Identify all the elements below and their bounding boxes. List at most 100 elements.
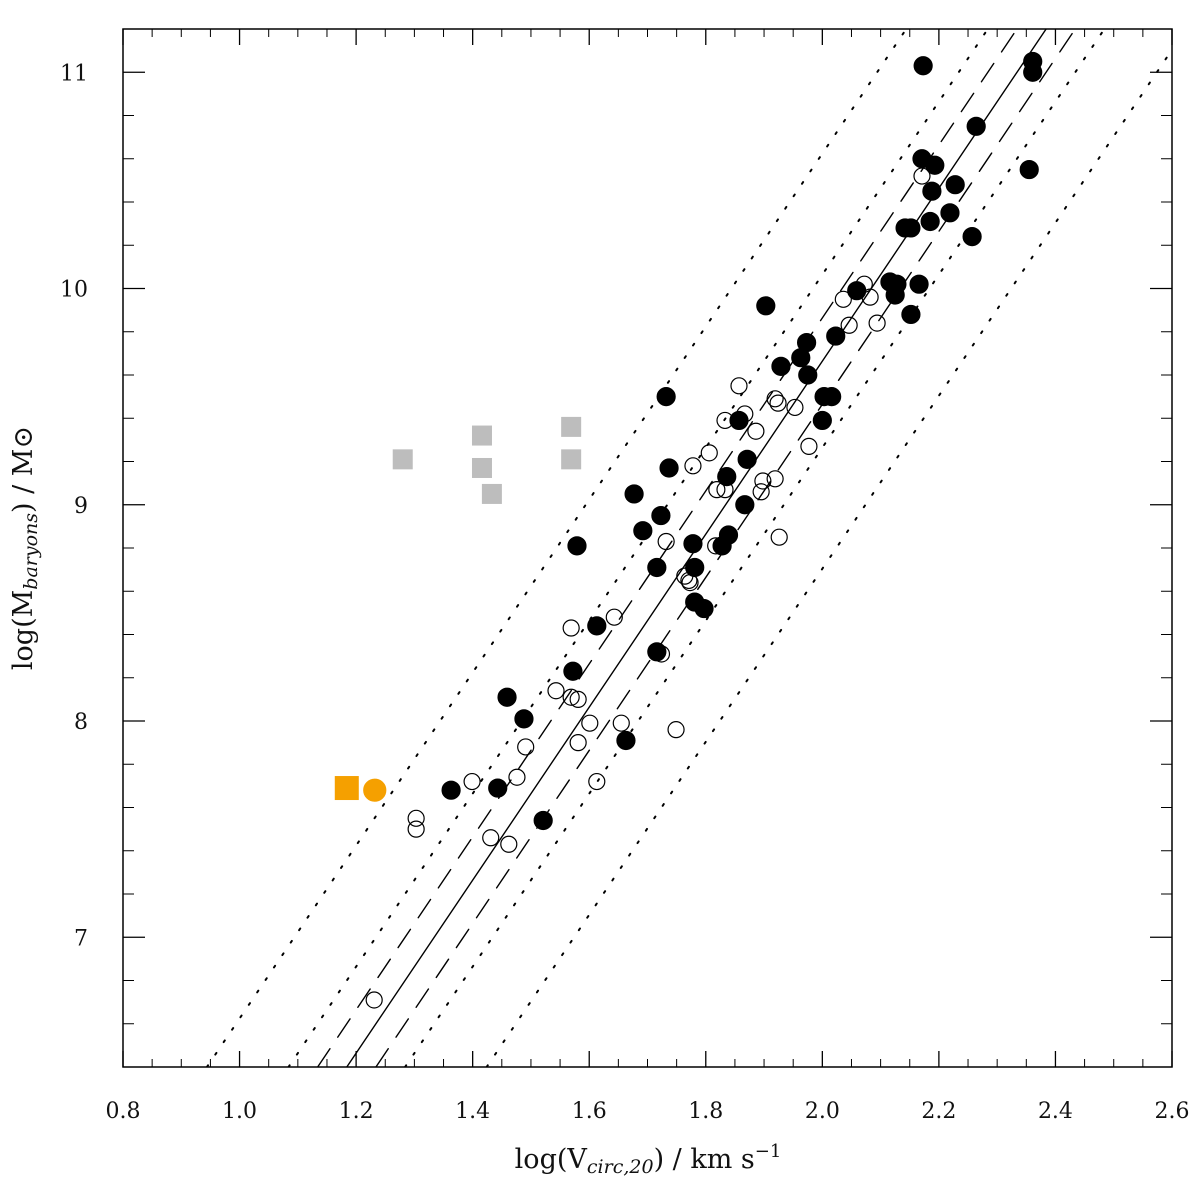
square-point xyxy=(471,457,492,478)
open-point xyxy=(569,690,587,708)
filled-point xyxy=(647,557,667,578)
x-tick-label: 2.0 xyxy=(805,1099,840,1124)
x-tick-label: 1.4 xyxy=(455,1099,490,1124)
filled-point xyxy=(659,458,679,478)
data-points xyxy=(334,51,1043,1009)
x-label-superscript: −1 xyxy=(755,1141,782,1162)
filled-point xyxy=(363,778,387,802)
filled-point xyxy=(694,598,714,619)
filled-point xyxy=(885,285,905,305)
x-label-part: log(V xyxy=(515,1144,588,1175)
filled-point xyxy=(567,536,587,556)
y-tick-label: 8 xyxy=(74,710,88,735)
x-tick-label: 2.2 xyxy=(921,1099,956,1124)
filled-point xyxy=(901,304,921,325)
filled-point xyxy=(847,281,867,301)
relation-line xyxy=(485,47,1172,1067)
filled-point xyxy=(812,410,832,431)
filled-point xyxy=(920,211,940,232)
filled-point xyxy=(771,356,791,376)
open-point xyxy=(657,532,675,551)
y-label-subscript: baryons xyxy=(20,513,42,590)
filled-point xyxy=(962,227,982,247)
x-tick-label: 2.4 xyxy=(1038,1099,1073,1124)
open-point xyxy=(770,528,788,546)
open-point xyxy=(730,377,748,395)
y-tick-label: 7 xyxy=(74,926,88,951)
filled-point xyxy=(913,56,933,76)
x-tick-label: 1.2 xyxy=(339,1099,374,1124)
plot-frame xyxy=(122,28,1173,1068)
x-tick-label: 1.8 xyxy=(688,1099,723,1124)
filled-point xyxy=(798,365,818,385)
open-point xyxy=(769,394,787,412)
open-point xyxy=(800,437,818,455)
filled-point xyxy=(940,203,960,223)
filled-point xyxy=(945,175,965,195)
filled-point xyxy=(712,536,732,556)
open-point xyxy=(868,314,886,332)
open-point xyxy=(562,688,580,706)
x-label-part: ) / km s xyxy=(654,1144,755,1175)
open-point xyxy=(700,444,718,462)
filled-point xyxy=(624,484,644,504)
filled-point xyxy=(717,467,737,487)
open-point xyxy=(766,390,784,408)
filled-point xyxy=(822,387,842,407)
open-point xyxy=(684,457,702,475)
square-point xyxy=(334,776,359,801)
filled-point xyxy=(441,780,461,800)
filled-point xyxy=(685,557,705,578)
filled-point xyxy=(683,534,703,554)
open-point xyxy=(752,483,770,501)
filled-point xyxy=(729,410,749,431)
open-point xyxy=(517,738,535,756)
square-point xyxy=(392,449,413,470)
x-tick-label: 1.0 xyxy=(222,1099,257,1124)
square-point xyxy=(471,425,492,446)
y-tick-label: 10 xyxy=(60,278,88,303)
filled-point xyxy=(756,296,776,316)
filled-point xyxy=(514,709,534,729)
x-tick-label: 0.8 xyxy=(106,1099,141,1124)
relation-line xyxy=(404,29,1106,1067)
filled-point xyxy=(651,505,671,526)
filled-point xyxy=(909,274,929,294)
x-tick-label: 2.6 xyxy=(1155,1099,1190,1124)
open-point xyxy=(508,768,526,786)
square-point xyxy=(561,416,582,437)
filled-point xyxy=(656,387,676,407)
filled-point xyxy=(966,116,986,136)
open-point xyxy=(612,714,630,732)
square-point xyxy=(561,449,582,470)
x-tick-label: 1.6 xyxy=(572,1099,607,1124)
filled-point xyxy=(616,730,636,751)
filled-point xyxy=(791,348,811,368)
filled-point xyxy=(488,778,508,798)
open-point xyxy=(588,772,606,791)
filled-point xyxy=(895,218,915,238)
y-axis-label: log(Mbaryons) / M⊙ xyxy=(8,426,42,670)
open-point xyxy=(754,472,772,490)
open-point xyxy=(365,991,383,1009)
square-point xyxy=(481,483,502,504)
open-point xyxy=(834,290,852,308)
open-point xyxy=(581,714,599,732)
open-point xyxy=(569,734,587,752)
open-point xyxy=(667,721,685,739)
open-point xyxy=(463,772,481,791)
filled-point xyxy=(633,521,653,541)
open-point xyxy=(562,619,580,637)
open-point xyxy=(708,481,726,499)
open-point xyxy=(605,608,623,626)
open-point xyxy=(482,829,500,847)
filled-point xyxy=(735,495,755,515)
filled-point xyxy=(647,642,667,662)
filled-point xyxy=(497,687,517,707)
open-point xyxy=(786,398,804,417)
x-axis-label: log(Vcirc,20) / km s−1 xyxy=(515,1141,782,1178)
open-point xyxy=(766,470,784,488)
filled-point xyxy=(563,661,583,681)
filled-point xyxy=(737,449,757,469)
